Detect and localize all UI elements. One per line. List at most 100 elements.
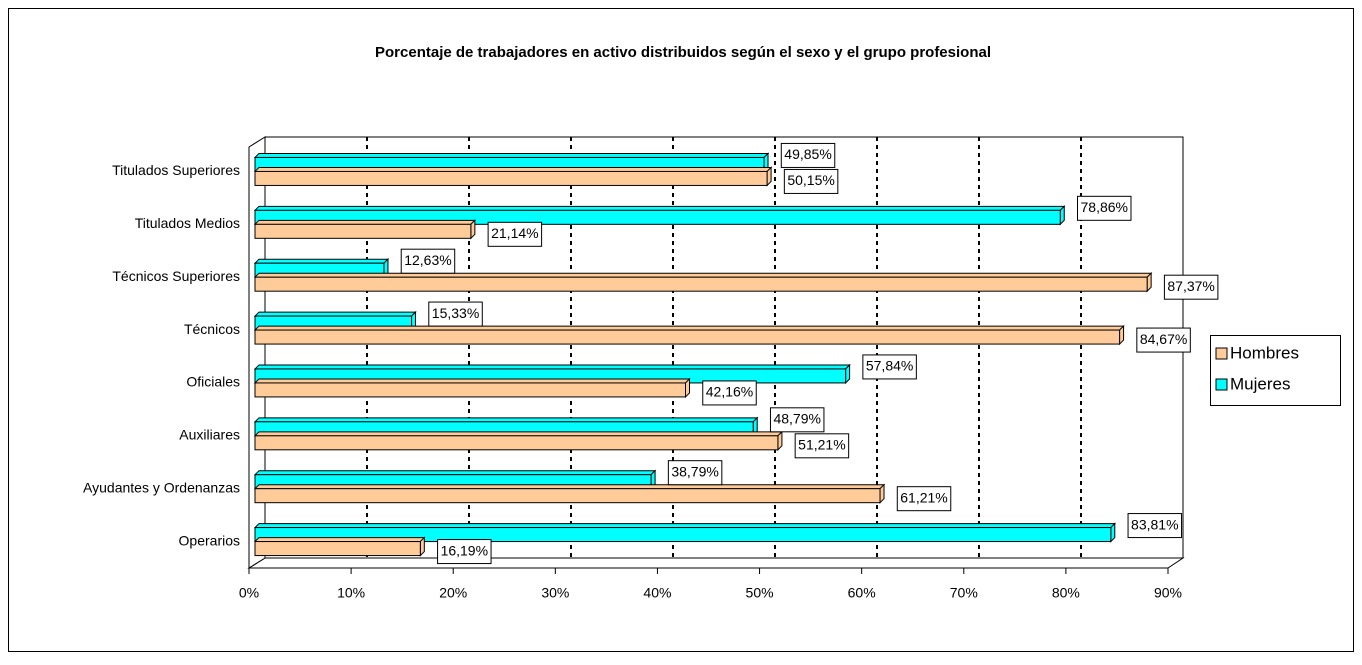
value-label-box <box>780 142 836 168</box>
legend-box <box>1210 335 1341 406</box>
bar-top <box>253 152 770 158</box>
bar-side <box>777 430 783 452</box>
value-label-box <box>1077 195 1132 221</box>
bar-front <box>254 276 1148 292</box>
bar-top <box>253 431 784 437</box>
bar-top <box>253 417 759 423</box>
value-label: 12,63% <box>404 252 451 268</box>
bar-top <box>253 219 477 225</box>
x-tick-label: 80% <box>1052 585 1080 601</box>
x-tick-label: 50% <box>746 585 774 601</box>
bar-top <box>253 272 1153 278</box>
value-label-box <box>437 539 492 565</box>
bar <box>253 219 477 240</box>
value-label: 50,15% <box>787 172 834 188</box>
bar-top <box>253 258 390 264</box>
category-label: Titulados Superiores <box>112 162 240 178</box>
bar <box>253 522 1117 543</box>
x-tick-label: 60% <box>848 585 876 601</box>
bar-side <box>470 219 476 240</box>
bar-top <box>253 311 417 317</box>
x-tick-label: 10% <box>337 585 365 601</box>
bar-side <box>766 166 772 187</box>
value-label-box <box>702 380 757 406</box>
legend-label: Hombres <box>1230 343 1299 362</box>
value-label: 49,85% <box>784 146 831 162</box>
bar <box>253 536 426 557</box>
bar-front <box>254 435 779 451</box>
bar-top <box>253 166 773 172</box>
bar <box>253 166 773 187</box>
value-label: 16,19% <box>441 542 488 558</box>
value-label: 57,84% <box>866 358 913 374</box>
x-tick-label: 0% <box>239 585 259 601</box>
value-label: 42,16% <box>706 384 753 400</box>
bar-top <box>253 325 1125 331</box>
x-tick-label: 90% <box>1154 585 1182 601</box>
bar-top <box>253 523 1117 529</box>
value-label-box <box>1127 513 1183 539</box>
bar-side <box>879 483 885 504</box>
bar-side <box>1146 271 1152 293</box>
category-label: Auxiliares <box>179 427 240 443</box>
bar-side <box>419 536 425 557</box>
value-label: 61,21% <box>900 489 947 505</box>
bar-front <box>254 170 768 186</box>
bar-side <box>1059 205 1065 226</box>
bar-side <box>845 363 851 385</box>
legend-swatch <box>1215 347 1228 360</box>
category-label: Operarios <box>179 532 240 548</box>
chart-title: Porcentaje de trabajadores en activo dis… <box>375 44 991 61</box>
x-tick-label: 70% <box>950 585 978 601</box>
bar-front <box>254 329 1121 345</box>
value-label: 51,21% <box>798 437 845 453</box>
bar-top <box>253 484 886 490</box>
bar <box>253 377 691 399</box>
value-label-box <box>487 221 543 247</box>
bar-front <box>254 541 421 557</box>
x-tick-label: 30% <box>541 585 569 601</box>
x-tick-label: 40% <box>643 585 671 601</box>
value-label-box <box>667 460 723 486</box>
legend-label: Mujeres <box>1230 374 1290 393</box>
value-label-box <box>769 407 825 433</box>
bar <box>253 271 1153 293</box>
value-label-box <box>794 433 850 459</box>
category-label: Técnicos <box>184 321 240 337</box>
value-label: 78,86% <box>1081 199 1128 215</box>
value-label: 87,37% <box>1167 278 1214 294</box>
bar-top <box>253 378 691 384</box>
bar-front <box>254 527 1112 543</box>
bar-front <box>254 488 881 504</box>
bar-top <box>253 364 851 370</box>
category-label: Ayudantes y Ordenanzas <box>83 479 240 495</box>
value-label-box <box>1136 327 1191 353</box>
value-label: 15,33% <box>432 305 479 321</box>
value-label-box <box>862 354 917 380</box>
value-label: 84,67% <box>1140 331 1187 347</box>
bar-top <box>253 205 1066 211</box>
value-label-box <box>783 168 839 194</box>
category-label: Titulados Medios <box>135 215 240 231</box>
legend-swatch <box>1215 378 1228 391</box>
side-wall <box>248 136 266 569</box>
value-label: 48,79% <box>773 411 820 427</box>
bar-top <box>253 470 657 476</box>
category-label: Oficiales <box>186 374 240 390</box>
value-label-box <box>896 486 952 512</box>
bar-front <box>254 382 687 398</box>
bar <box>253 324 1125 346</box>
category-label: Técnicos Superiores <box>112 268 240 284</box>
bar <box>253 430 784 452</box>
x-tick-label: 20% <box>439 585 467 601</box>
bar-front <box>254 223 472 239</box>
value-label: 83,81% <box>1131 516 1178 532</box>
value-label-box <box>1163 274 1219 300</box>
bar-top <box>253 537 426 543</box>
bar-side <box>685 377 691 399</box>
bar <box>253 483 886 504</box>
bar-side <box>1119 324 1125 346</box>
value-label: 38,79% <box>671 463 718 479</box>
value-label-box <box>400 248 456 274</box>
